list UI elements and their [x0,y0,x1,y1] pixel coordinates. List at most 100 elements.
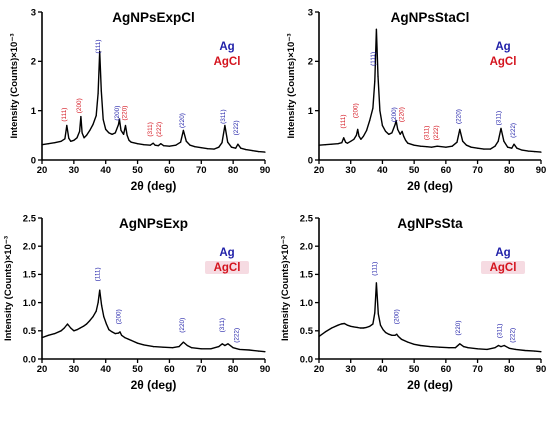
data-point [362,327,364,329]
legend-entry-ag: Ag [219,247,234,259]
data-point [124,124,127,127]
x-tick-label: 40 [100,364,111,375]
x-tick-label: 50 [132,165,143,176]
data-point [355,134,357,136]
data-point [89,320,91,322]
data-point [382,329,384,331]
data-point [232,347,234,349]
y-tick-label: 0.5 [23,326,37,337]
data-point [235,147,237,149]
data-point [172,347,174,349]
data-point [497,140,499,142]
x-tick-label: 20 [37,364,48,375]
data-point [375,28,377,30]
data-point [407,142,409,144]
data-point [407,341,409,343]
data-point [324,144,326,146]
data-point [403,135,405,137]
ag-peak-label: (220) [179,113,186,128]
x-tick-label: 80 [504,364,515,375]
data-point [60,140,62,142]
x-tick-label: 20 [37,165,48,176]
data-point [396,333,398,335]
x-tick-label: 90 [536,165,547,176]
data-point [356,326,358,328]
y-tick-label: 0.5 [300,326,314,337]
data-point [397,335,399,337]
data-point [345,141,347,143]
data-point [379,324,382,326]
data-point [54,333,56,335]
y-tick-label: 1 [308,106,314,117]
data-point [240,147,242,149]
data-point [114,132,116,134]
x-tick-label: 70 [472,165,483,176]
ag-peak-label: (311) [495,111,502,125]
data-point [103,316,105,318]
x-tick-label: 30 [69,165,80,176]
agcl-peak-label: (200) [353,103,360,118]
data-point [477,348,479,350]
ag-peak-label: (200) [115,309,122,324]
data-point [92,316,94,318]
x-tick-label: 30 [345,364,356,375]
data-point [224,344,226,347]
data-point [47,143,50,145]
agcl-peak-label: (111) [340,115,347,129]
data-point [366,129,368,131]
data-point [121,334,123,336]
x-tick-label: 40 [100,165,111,176]
data-point [251,150,253,152]
data-point [118,118,120,120]
data-point [213,148,215,150]
data-point [467,347,469,349]
y-axis-label: Intensity (Counts)×10⁻³ [9,33,20,138]
data-point [182,129,184,131]
data-point [68,137,70,139]
data-point [64,138,66,140]
data-point [534,151,536,153]
data-point [200,348,202,350]
data-point [230,146,233,148]
data-point [207,148,209,150]
xrd-pattern-line [41,289,266,353]
data-point [130,141,132,143]
data-point [117,332,120,334]
data-point [163,145,165,147]
data-point [388,333,390,335]
data-point [527,150,529,152]
data-point [405,139,407,141]
data-point [120,129,122,131]
data-point [200,147,202,149]
y-tick-label: 0.0 [23,354,36,365]
data-point [97,92,99,94]
y-tick-label: 0.0 [300,354,313,365]
data-point [372,323,374,325]
data-point [180,141,182,143]
data-point [152,142,154,144]
x-tick-label: 40 [377,364,388,375]
y-tick-label: 2.5 [300,213,314,224]
chart-panel-1: AgNPsExpCl 20 30 40 50 60 70 80 90 0 1 2 3 2θ (deg) In… [9,7,270,193]
data-point [81,132,83,134]
y-axis-label: Intensity (Counts)×10⁻³ [286,33,297,138]
data-point [47,334,50,336]
data-point [343,322,345,325]
data-point [503,344,505,347]
data-point [462,140,464,142]
agcl-peak-label: (220) [399,107,406,122]
data-point [70,140,72,142]
legend-entry-ag: Ag [495,247,510,259]
x-tick-label: 60 [441,165,452,176]
data-point [160,143,162,145]
agcl-peak-label: (311) [147,122,154,136]
data-point [513,143,515,145]
data-point [97,302,99,304]
ag-peak-label: (220) [455,109,462,124]
data-point [340,323,342,325]
data-point [341,142,343,144]
data-point [237,143,239,145]
data-point [227,141,229,143]
x-tick-label: 20 [314,165,325,176]
data-point [429,346,431,348]
